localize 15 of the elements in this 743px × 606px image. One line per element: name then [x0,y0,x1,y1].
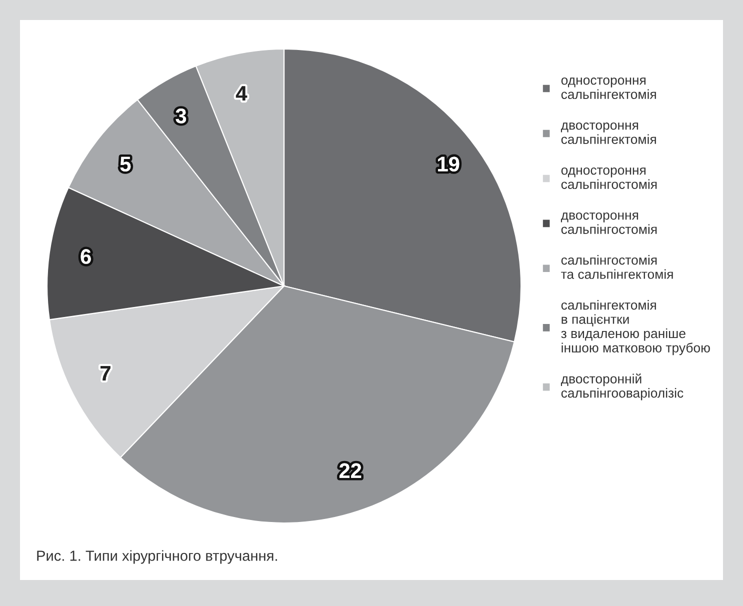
text: Рис. 1. Типи хірургічного втручання. [37,550,277,564]
legend-label: двостороння сальпінгостомія [560,212,657,234]
data-label: 6 [80,249,91,264]
data-label: 4 [236,86,248,101]
legend-label: сальпінгектомія в пацієнтки з видаленою раніше іншою матковою трубою [561,300,710,356]
data-label: 5 [120,156,131,172]
data-label: 7 [100,366,110,380]
legend-label: двосторонній сальпінгооваріолізіс [560,374,684,400]
legend-label: одностороння сальпінгектомія [561,78,656,99]
legend-label: сальпінгостомія та сальпінгектомія [561,255,673,279]
legend-label: двостороння сальпінгектомія [560,122,656,144]
data-label: 22 [339,463,362,478]
data-label: 3 [176,108,186,124]
data-label: 19 [438,156,460,172]
legend-label: одностороння сальпінгостомія [561,168,657,189]
